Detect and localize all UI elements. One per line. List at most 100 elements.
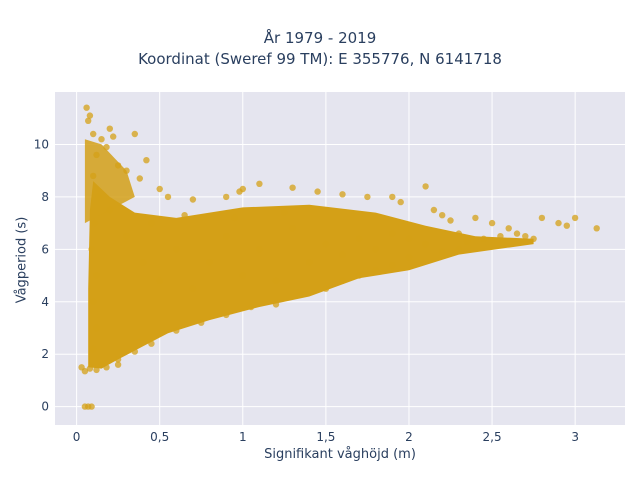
data-point: [355, 272, 363, 279]
data-point: [272, 301, 280, 308]
data-point: [322, 240, 330, 248]
data-point: [189, 285, 197, 292]
data-point: [447, 217, 454, 224]
data-point: [322, 285, 330, 292]
data-point: [90, 298, 97, 305]
data-point: [538, 214, 546, 222]
data-point: [223, 193, 230, 201]
y-tick-labels: 0 2 4 6 8 10: [34, 137, 49, 413]
data-point: [455, 230, 462, 237]
data-point: [114, 162, 122, 169]
point-cloud-low-wave-spike: [84, 139, 135, 224]
data-point: [223, 233, 230, 240]
data-point: [530, 235, 537, 242]
x-tick-label: 2: [405, 430, 413, 444]
y-tick-label: 0: [41, 400, 49, 414]
data-point: [206, 259, 213, 266]
y-tick-label: 6: [41, 242, 49, 256]
data-point: [223, 311, 230, 319]
data-point: [513, 230, 521, 237]
data-point: [173, 327, 180, 334]
data-point: [88, 246, 95, 253]
x-tick-label: 1: [239, 430, 247, 444]
data-point: [148, 219, 155, 227]
data-point: [236, 188, 243, 195]
y-tick-label: 2: [41, 347, 49, 361]
data-point: [181, 212, 188, 219]
data-point: [497, 233, 504, 240]
data-point: [405, 254, 413, 261]
data-point: [148, 340, 155, 347]
data-point: [139, 259, 147, 266]
data-point: [256, 246, 263, 253]
data-point: [463, 238, 471, 245]
data-point: [85, 117, 92, 125]
data-point: [114, 361, 122, 368]
data-point: [114, 356, 122, 363]
data-point: [83, 104, 90, 111]
x-tick-label: 0: [73, 430, 81, 444]
data-point: [86, 365, 94, 372]
data-points: [78, 104, 600, 410]
data-point: [156, 277, 163, 284]
x-axis-label: Signifikant våghöjd (m): [264, 447, 416, 462]
data-point: [355, 235, 363, 242]
data-point: [143, 157, 150, 164]
data-point: [93, 151, 100, 159]
y-tick-label: 4: [41, 295, 49, 309]
data-point: [81, 368, 89, 375]
x-tick-labels: 0 0,5 1 1,5 2 2,5 3: [73, 430, 579, 444]
data-point: [256, 180, 263, 187]
data-point: [103, 143, 110, 151]
x-tick-label: 3: [571, 430, 579, 444]
data-point: [405, 235, 413, 242]
data-point: [156, 185, 163, 193]
data-point: [439, 212, 446, 219]
data-point: [397, 198, 404, 206]
data-point: [131, 348, 138, 355]
x-tick-label: 1,5: [316, 430, 335, 444]
data-point: [389, 230, 396, 237]
data-point: [339, 277, 346, 284]
data-point: [389, 193, 396, 201]
data-point: [106, 125, 114, 132]
y-axis-label: Vågperiod (s): [14, 216, 30, 304]
data-point: [136, 175, 143, 182]
data-point: [91, 219, 99, 227]
data-point: [98, 136, 105, 143]
data-point: [480, 235, 487, 242]
data-point: [555, 219, 562, 227]
data-point: [339, 251, 346, 258]
data-point: [106, 206, 114, 214]
data-point: [198, 319, 205, 326]
data-point: [86, 112, 94, 119]
data-point: [439, 248, 446, 256]
x-tick-label: 2,5: [483, 430, 502, 444]
data-point: [231, 214, 238, 222]
data-point: [239, 272, 246, 279]
data-point: [505, 225, 512, 232]
data-point: [90, 172, 97, 180]
data-point: [131, 130, 138, 138]
data-point: [372, 267, 379, 274]
data-point: [93, 366, 100, 374]
data-point: [98, 361, 105, 368]
data-point: [103, 364, 110, 371]
data-point: [472, 214, 479, 222]
data-point: [422, 183, 429, 190]
y-tick-label: 8: [41, 190, 49, 204]
data-point: [110, 133, 117, 140]
data-point: [123, 167, 130, 174]
data-point: [247, 303, 255, 311]
data-point: [372, 246, 379, 253]
data-point: [563, 222, 570, 229]
data-point: [272, 277, 280, 284]
data-point: [488, 219, 496, 227]
data-point: [93, 272, 100, 279]
data-point: [173, 246, 180, 253]
data-point: [93, 324, 100, 332]
data-point: [164, 193, 172, 201]
data-point: [522, 233, 529, 240]
